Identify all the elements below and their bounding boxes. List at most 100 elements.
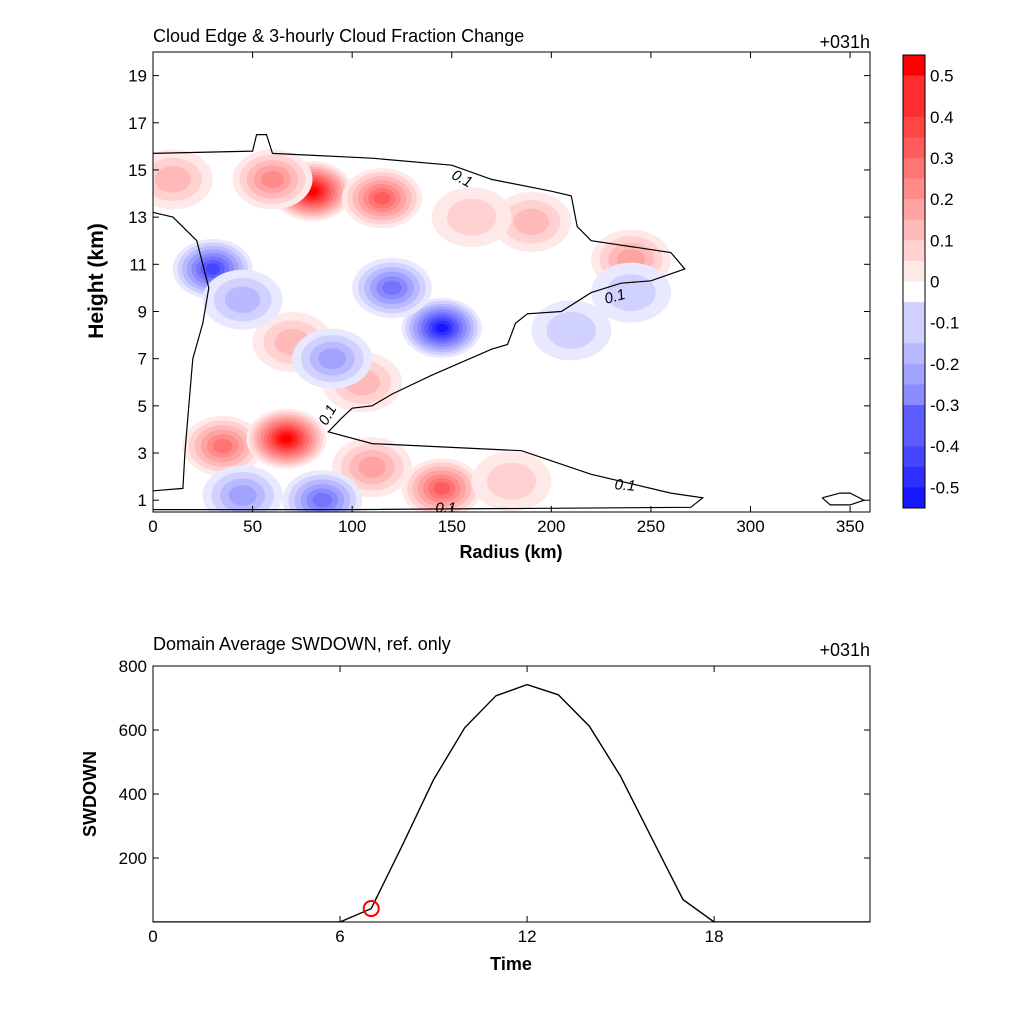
heat-level	[373, 191, 391, 205]
colorbar-cell	[903, 281, 925, 303]
y-tick-label: 19	[128, 67, 147, 86]
swdown-panel: Domain Average SWDOWN, ref. only +031h 0…	[80, 634, 871, 974]
cloud-fraction-heatmap	[153, 149, 671, 512]
heat-level	[435, 323, 448, 333]
heat-level	[228, 485, 257, 506]
colorbar-label: -0.3	[930, 396, 959, 415]
heat-feature-20	[591, 262, 671, 323]
x-tick-label: 0	[148, 517, 157, 536]
y-tick-label: 800	[119, 657, 147, 676]
heat-level	[433, 482, 451, 495]
top-x-ticks: 0 50 100 150 200 250 300 350	[148, 52, 864, 536]
heat-feature-18	[292, 328, 373, 389]
colorbar-cell	[903, 322, 925, 344]
heat-level	[513, 208, 550, 236]
y-tick-label: 9	[138, 302, 147, 321]
x-tick-label: 50	[243, 517, 262, 536]
colorbar-cell	[903, 137, 925, 159]
bottom-y-axis-label: SWDOWN	[80, 751, 100, 837]
x-tick-label: 350	[836, 517, 864, 536]
colorbar-label: 0.5	[930, 67, 954, 86]
colorbar-frame	[902, 54, 926, 509]
heat-level	[358, 456, 386, 478]
colorbar-label: 0.4	[930, 108, 954, 127]
heat-feature-10	[471, 451, 552, 512]
heat-feature-9	[401, 458, 482, 512]
heat-level	[318, 348, 347, 370]
x-tick-label: 12	[518, 927, 537, 946]
x-tick-label: 6	[335, 927, 344, 946]
colorbar-cell	[903, 446, 925, 468]
contour-label-4: 0.1	[435, 499, 456, 516]
y-tick-label: 7	[138, 350, 147, 369]
top-panel-title: Cloud Edge & 3-hourly Cloud Fraction Cha…	[153, 26, 524, 46]
top-plot-frame	[152, 51, 871, 513]
top-y-axis-label: Height (km)	[85, 223, 108, 339]
contour-label-1: 0.1	[603, 286, 628, 308]
colorbar-cell	[903, 466, 925, 488]
colorbar-cell	[903, 178, 925, 200]
heat-feature-7	[246, 408, 327, 469]
heat-feature-6	[182, 415, 263, 476]
colorbar-cell	[903, 75, 925, 97]
bottom-x-axis-label: Time	[490, 954, 532, 974]
heat-feature-17	[352, 257, 432, 318]
colorbar-cell	[903, 116, 925, 138]
y-tick-label: 17	[128, 114, 147, 133]
colorbar-label: 0.3	[930, 149, 954, 168]
heat-feature-15	[202, 269, 283, 330]
colorbar-cell	[903, 405, 925, 427]
y-tick-label: 5	[138, 397, 147, 416]
colorbar: 0.5 0.4 0.3 0.2 0.1 0 -0.1 -0.2 -0.3 -0.4 -0.5	[902, 54, 959, 509]
colorbar-label: -0.4	[930, 437, 959, 456]
x-tick-label: 150	[438, 517, 466, 536]
colorbar-label: -0.2	[930, 355, 959, 374]
x-tick-label: 18	[705, 927, 724, 946]
current-time-marker	[362, 900, 380, 918]
colorbar-cell	[903, 384, 925, 406]
colorbar-label: 0.2	[930, 190, 954, 209]
y-tick-label: 11	[129, 255, 147, 274]
contour-label-3: 0.1	[614, 476, 636, 495]
heat-level	[486, 462, 537, 500]
bottom-x-ticks: 0 6 12 18	[148, 666, 724, 946]
colorbar-cell	[903, 363, 925, 385]
bottom-panel-title: Domain Average SWDOWN, ref. only	[153, 634, 451, 654]
colorbar-cell	[903, 302, 925, 324]
colorbar-cell	[903, 199, 925, 221]
colorbar-cell	[903, 157, 925, 179]
x-tick-label: 0	[148, 927, 157, 946]
cloud-fraction-panel: Cloud Edge & 3-hourly Cloud Fraction Cha…	[85, 26, 871, 562]
heat-feature-2	[342, 168, 423, 229]
colorbar-label: -0.5	[930, 478, 959, 497]
heat-level	[312, 492, 332, 508]
y-tick-label: 1	[138, 491, 147, 510]
heat-feature-14	[172, 239, 253, 300]
colorbar-cells	[903, 55, 925, 509]
top-x-axis-label: Radius (km)	[459, 542, 562, 562]
heat-feature-1	[232, 149, 313, 210]
x-tick-label: 100	[338, 517, 366, 536]
bottom-panel-time-label: +031h	[819, 640, 870, 660]
colorbar-cell	[903, 219, 925, 241]
heat-feature-22	[202, 465, 283, 512]
heat-feature-5	[491, 191, 572, 252]
colorbar-cell	[903, 260, 925, 282]
y-tick-label: 13	[128, 208, 147, 227]
x-tick-label: 200	[537, 517, 565, 536]
heat-feature-16	[401, 298, 482, 358]
heat-feature-13	[431, 187, 512, 248]
heat-level	[382, 280, 402, 296]
colorbar-cell	[903, 343, 925, 365]
y-tick-label: 15	[128, 161, 147, 180]
colorbar-label: -0.1	[930, 314, 959, 333]
top-panel-time-label: +031h	[819, 32, 870, 52]
colorbar-cell	[903, 425, 925, 447]
heat-feature-19	[531, 300, 612, 361]
y-tick-label: 600	[119, 721, 147, 740]
colorbar-cell	[903, 96, 925, 118]
colorbar-label: 0.1	[930, 231, 954, 250]
heat-level	[155, 166, 191, 193]
